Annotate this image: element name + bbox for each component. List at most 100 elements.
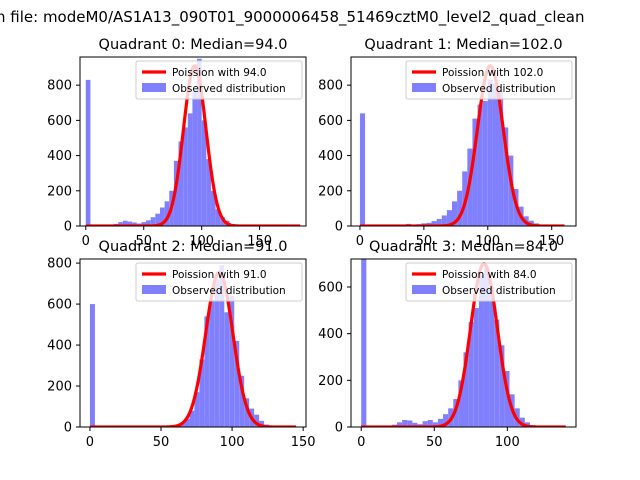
legend-label-observed: Observed distribution	[172, 285, 286, 297]
plot-area	[360, 259, 567, 427]
histogram-bar	[431, 221, 437, 226]
histogram-bar	[204, 316, 210, 427]
histogram-bar	[519, 417, 525, 427]
histogram-bar	[478, 275, 484, 427]
histogram-bar	[407, 420, 413, 427]
histogram-bar	[192, 90, 198, 226]
legend: Poission with 91.0 Observed distribution	[135, 262, 303, 302]
histogram-bar	[432, 422, 438, 427]
histogram-bar	[132, 222, 137, 226]
histogram-bar	[436, 218, 442, 226]
histogram-bar	[427, 420, 433, 427]
y-tick-label: 400	[318, 327, 343, 342]
y-tick-label: 0	[335, 220, 343, 235]
histogram-bar	[127, 221, 133, 226]
histogram-bar	[214, 279, 220, 427]
x-tick-label: 0	[356, 234, 364, 249]
histogram-bar	[402, 420, 408, 427]
y-tick-label: 600	[318, 114, 343, 129]
histogram-bar	[89, 304, 95, 427]
legend-label-poisson: Poission with 91.0	[172, 269, 267, 281]
histogram-bar	[473, 308, 479, 427]
x-tick-label: 100	[495, 435, 520, 450]
legend-box	[405, 60, 573, 100]
histogram-bar	[489, 287, 495, 427]
legend-label-observed: Observed distribution	[442, 285, 556, 297]
quadrant-panel-3: 0 50 100 0 200 400 600 Quadrant 3: Median=84.0 P…	[318, 239, 577, 450]
legend-label-poisson: Poission with 84.0	[442, 269, 537, 281]
histogram-bar	[155, 213, 160, 226]
histogram-bar	[422, 421, 428, 427]
y-tick-label: 800	[47, 79, 72, 94]
histogram-bar	[244, 398, 250, 427]
x-tick-label: 150	[539, 234, 564, 249]
histogram-bar	[239, 375, 245, 427]
x-tick-label: 0	[82, 234, 90, 249]
histogram-bar	[229, 295, 235, 427]
histogram-bar	[494, 319, 500, 427]
histogram-bar	[437, 418, 444, 427]
x-tick-label: 50	[135, 234, 152, 249]
axes-frame	[350, 258, 577, 428]
x-tick-label: 100	[475, 234, 500, 249]
x-tick-label: 50	[416, 234, 433, 249]
x-tick-label: 0	[357, 435, 365, 450]
x-tick-label: 100	[189, 234, 214, 249]
histogram-bar	[259, 420, 265, 427]
histogram-bar	[477, 104, 483, 226]
poisson-curve	[89, 270, 297, 427]
histogram-bar	[361, 259, 367, 427]
y-tick-label: 200	[318, 184, 343, 199]
histogram-bar	[483, 268, 490, 427]
histogram-bar	[220, 217, 225, 226]
y-tick-label: 200	[318, 374, 343, 389]
histogram-bar	[504, 371, 510, 427]
axes-frame	[79, 258, 307, 428]
histogram-bar	[118, 222, 123, 226]
histogram-bar	[201, 120, 207, 226]
legend-bar-swatch	[412, 285, 436, 294]
y-tick-label: 600	[47, 298, 72, 313]
histogram-bar	[487, 79, 493, 226]
histogram-bar	[458, 380, 464, 427]
legend-box	[135, 60, 303, 100]
histogram-bar	[482, 101, 488, 226]
histogram-bar	[468, 322, 474, 427]
histogram-bar	[189, 410, 195, 427]
histogram-bar	[197, 58, 202, 226]
legend-bar-swatch	[142, 285, 166, 294]
y-tick-label: 400	[47, 339, 72, 354]
histogram-bar	[210, 190, 216, 226]
x-tick-label: 150	[247, 234, 272, 249]
histogram-bar	[463, 352, 469, 427]
y-tick-label: 800	[318, 79, 343, 94]
histogram-bar	[194, 392, 200, 427]
y-tick-label: 800	[47, 257, 72, 272]
figure-suptitle: n file: modeM0/AS1A13_090T01_9000006458_…	[0, 8, 585, 27]
legend: Poission with 102.0 Observed distribution	[405, 60, 573, 100]
histogram-bar	[443, 414, 449, 427]
histogram-bar	[499, 345, 505, 427]
histogram-bar	[164, 201, 170, 226]
legend-label-poisson: Poission with 94.0	[172, 67, 267, 79]
histogram-bar	[141, 222, 147, 226]
histogram-bar	[206, 159, 211, 226]
legend-label-observed: Observed distribution	[172, 83, 286, 95]
histogram-bar	[146, 220, 151, 226]
histogram-bar	[234, 340, 240, 427]
histogram-bar	[472, 118, 478, 226]
x-tick-label: 0	[86, 435, 94, 450]
histogram-bar	[457, 190, 463, 226]
legend-box	[135, 262, 303, 302]
panel-title: Quadrant 3: Median=84.0	[369, 239, 558, 255]
quadrant-panel-2: 0 50 100 150 0 200 400 600 800 Quadrant 2: Median…	[47, 239, 315, 450]
histogram-bar	[503, 127, 509, 226]
y-tick-label: 0	[64, 421, 72, 436]
y-tick-label: 600	[318, 281, 343, 296]
histogram-bar	[215, 209, 221, 226]
plot-area	[359, 64, 566, 226]
y-tick-label: 400	[318, 149, 343, 164]
histogram-bar	[209, 299, 215, 427]
histogram-bar	[159, 207, 165, 226]
